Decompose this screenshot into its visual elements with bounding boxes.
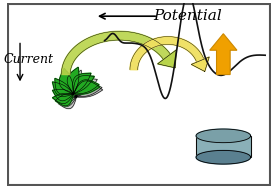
Polygon shape: [59, 68, 73, 94]
Polygon shape: [196, 129, 251, 143]
Polygon shape: [53, 93, 73, 104]
Polygon shape: [76, 83, 102, 97]
Polygon shape: [55, 94, 73, 106]
Polygon shape: [58, 97, 76, 109]
Polygon shape: [73, 81, 100, 94]
Polygon shape: [157, 50, 176, 68]
Polygon shape: [53, 82, 73, 97]
Polygon shape: [191, 57, 209, 71]
Polygon shape: [62, 71, 76, 97]
Polygon shape: [196, 150, 251, 164]
Polygon shape: [76, 84, 103, 97]
Polygon shape: [73, 76, 94, 94]
Polygon shape: [55, 92, 76, 104]
Polygon shape: [67, 67, 79, 94]
Polygon shape: [61, 31, 170, 75]
Polygon shape: [55, 85, 76, 99]
Polygon shape: [130, 37, 204, 70]
Polygon shape: [55, 78, 73, 95]
Polygon shape: [76, 76, 94, 97]
FancyBboxPatch shape: [196, 136, 251, 157]
Polygon shape: [210, 34, 237, 74]
Polygon shape: [73, 80, 99, 94]
Text: Potential: Potential: [153, 9, 222, 23]
Polygon shape: [53, 89, 73, 101]
Polygon shape: [73, 73, 91, 94]
Polygon shape: [55, 96, 76, 107]
Text: Current: Current: [4, 53, 54, 67]
Polygon shape: [76, 79, 97, 97]
Polygon shape: [58, 81, 76, 98]
Polygon shape: [70, 70, 82, 97]
